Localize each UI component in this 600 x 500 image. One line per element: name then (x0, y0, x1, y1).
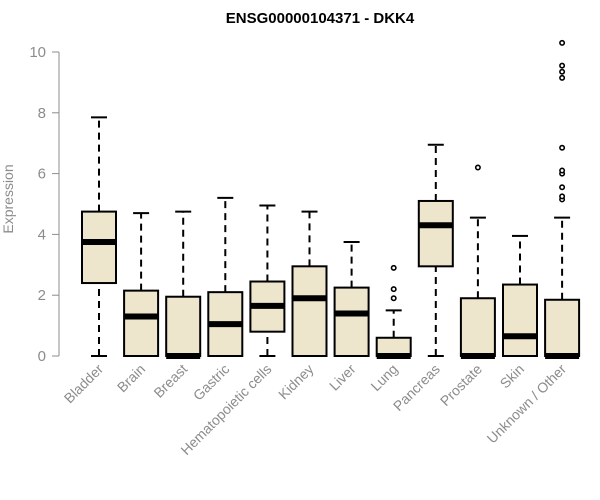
outlier-point (559, 144, 566, 151)
x-tick-label: Skin (497, 361, 528, 392)
outlier-point (559, 167, 566, 174)
box-lung (375, 264, 412, 359)
outlier-point (390, 264, 397, 271)
outlier-point (559, 184, 566, 191)
x-tick-label: Liver (326, 361, 359, 394)
box-iqr (417, 199, 454, 268)
y-axis: 0 2 4 6 8 10 (29, 44, 60, 365)
box-unknown-other (544, 39, 581, 359)
x-tick-label: Prostate (437, 361, 485, 409)
outlier-point (559, 39, 566, 46)
x-tick-label: Kidney (275, 361, 317, 403)
box-iqr (544, 298, 581, 358)
box-iqr (291, 265, 328, 358)
outlier-point (559, 74, 566, 81)
box-iqr (123, 289, 160, 358)
outlier-point (559, 193, 566, 200)
outlier-point (559, 62, 566, 69)
box-iqr (81, 210, 117, 285)
y-tick-label: 0 (38, 348, 46, 365)
y-tick-label: 8 (38, 105, 46, 122)
chart-title: ENSG00000104371 - DKK4 (226, 10, 415, 27)
box-kidney (291, 210, 328, 358)
y-axis-label: Expression (0, 164, 16, 233)
y-tick-label: 4 (38, 226, 46, 243)
box-liver (333, 241, 370, 358)
box-bladder (81, 116, 117, 357)
outlier-point (390, 286, 397, 293)
x-tick-label: Brain (114, 361, 148, 395)
y-tick-label: 2 (38, 287, 46, 304)
box-iqr (502, 283, 538, 357)
x-tick-label: Unknown / Other (484, 361, 570, 447)
box-pancreas (417, 143, 454, 357)
box-brain (123, 212, 160, 358)
x-tick-label: Bladder (61, 361, 107, 407)
box-iqr (165, 295, 202, 357)
box-iqr (333, 286, 370, 358)
box-skin (502, 234, 538, 357)
x-tick-label: Breast (150, 361, 190, 401)
x-tick-label: Pancreas (390, 361, 443, 414)
y-tick-label: 6 (38, 166, 46, 183)
outlier-point (474, 164, 481, 171)
x-tick-label: Lung (367, 361, 400, 394)
box-iqr (459, 297, 496, 357)
box-prostate (459, 164, 496, 359)
y-tick-label: 10 (29, 44, 46, 61)
outlier-point (559, 68, 566, 75)
outlier-point (390, 295, 397, 302)
box-gastric (207, 196, 244, 358)
box-breast (165, 210, 202, 359)
box-hematopoietic-cells (249, 204, 286, 357)
plot-area (81, 39, 581, 359)
